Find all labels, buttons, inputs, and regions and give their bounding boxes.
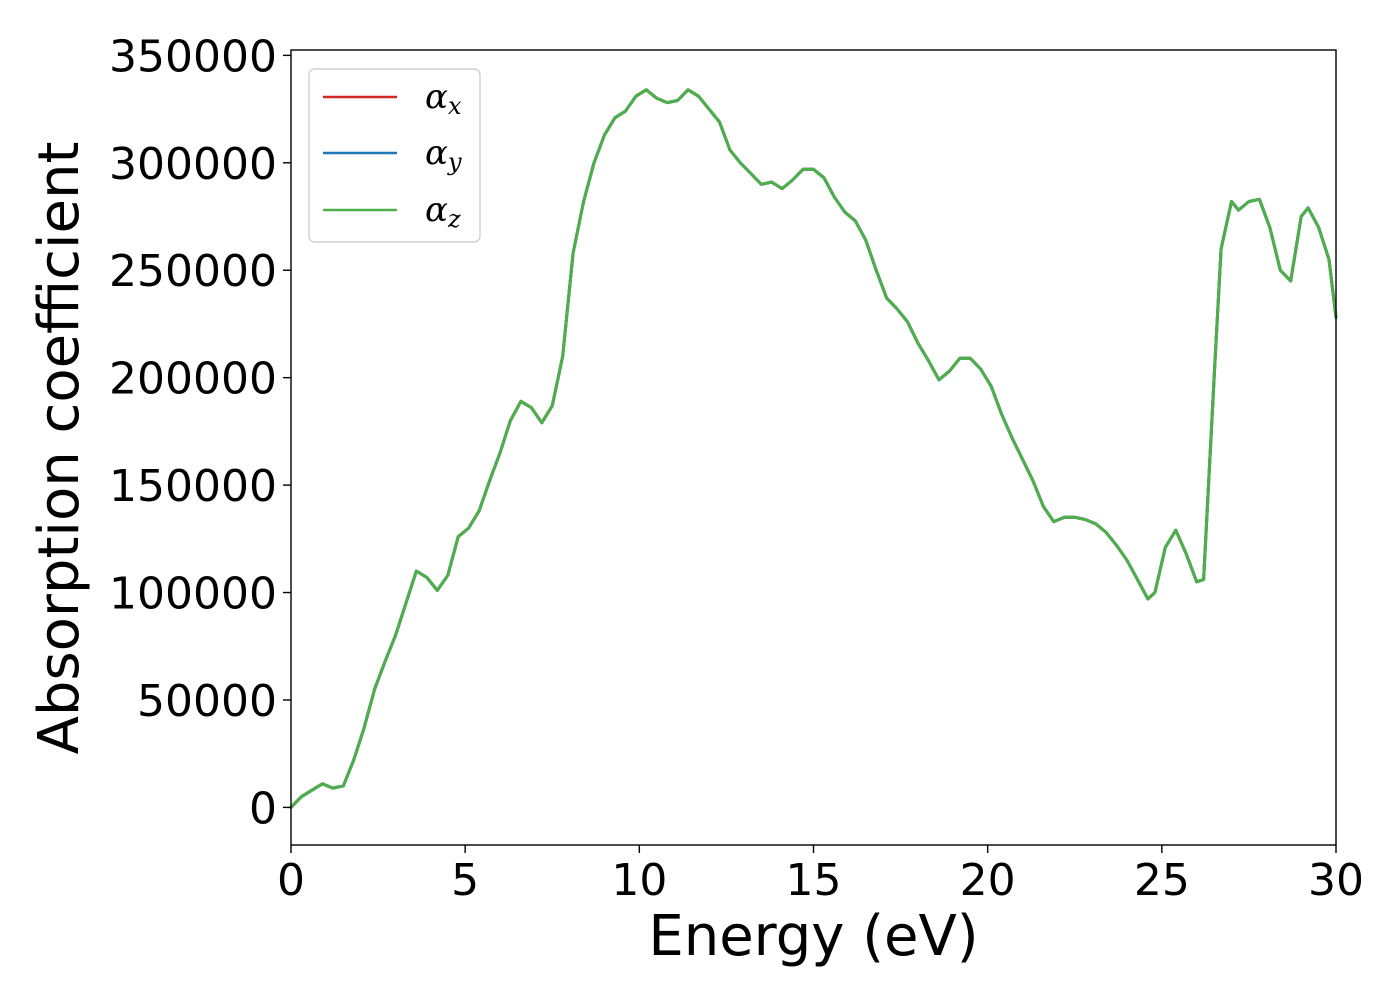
y-tick-label: 250000 — [109, 246, 277, 297]
y-axis-label: Absorption coefficient — [27, 142, 92, 755]
y-tick-label: 0 — [249, 783, 277, 834]
y-tick-label: 150000 — [109, 461, 277, 512]
legend-label-alpha-y: αy — [425, 133, 462, 176]
x-tick-label: 0 — [277, 855, 305, 906]
legend: αx αy αz — [308, 68, 481, 243]
y-tick-label: 300000 — [109, 139, 277, 190]
x-tick-label: 10 — [611, 855, 667, 906]
y-tick-label: 200000 — [109, 354, 277, 405]
x-axis-label: Energy (eV) — [648, 904, 978, 969]
x-axis-ticks: 0 5 10 15 20 25 30 — [277, 845, 1364, 906]
y-tick-label: 350000 — [109, 31, 277, 82]
legend-box — [308, 68, 481, 243]
x-tick-label: 30 — [1308, 855, 1364, 906]
series-line-z — [289, 88, 1338, 809]
y-tick-label: 50000 — [137, 676, 277, 727]
x-tick-label: 20 — [960, 855, 1016, 906]
y-axis-ticks: 0 50000 100000 150000 200000 250000 300000 3500… — [109, 31, 291, 834]
legend-label-alpha-x: αx — [425, 77, 462, 120]
y-tick-label: 100000 — [109, 569, 277, 620]
legend-label-alpha-z: αz — [425, 190, 461, 233]
x-tick-label: 5 — [451, 855, 479, 906]
x-tick-label: 15 — [786, 855, 842, 906]
x-tick-label: 25 — [1134, 855, 1190, 906]
series-layer — [289, 88, 1338, 809]
